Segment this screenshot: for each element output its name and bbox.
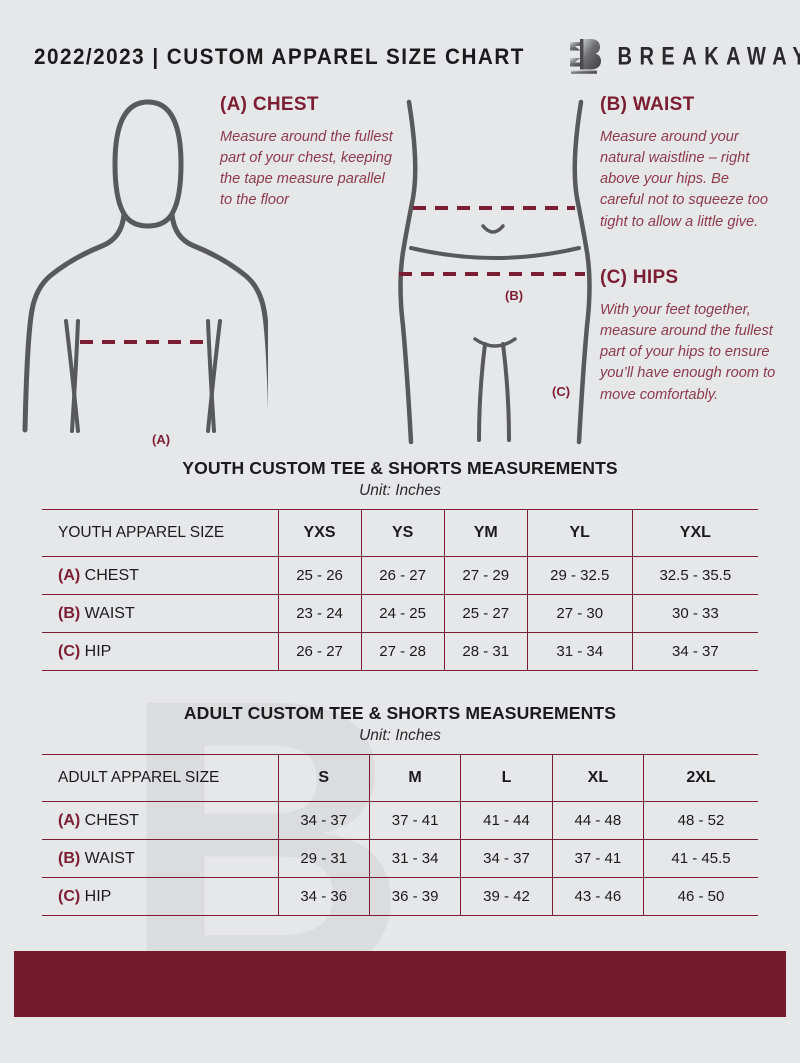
row-tag: (A) <box>58 566 81 584</box>
adult-table-body: ADULT APPAREL SIZE S M L XL 2XL (A) CHEST 34 - … <box>42 754 758 916</box>
waist-info-body: Measure around your natural waistline – … <box>600 129 768 230</box>
youth-cell-chest-yxs: 25 - 26 <box>277 556 362 595</box>
hips-info-block: (C) HIPS With your feet together, measur… <box>600 267 776 406</box>
waist-line-label: (B) <box>505 288 524 303</box>
adult-row-label-hip: (C) HIP <box>42 877 279 916</box>
hips-silhouette-icon <box>398 99 592 445</box>
adult-row-label-waist: (B) WAIST <box>42 839 279 878</box>
table-row: (B) WAIST 29 - 31 31 - 34 34 - 37 37 - 41 41 … <box>42 839 758 878</box>
adult-column-header-2xl: 2XL <box>643 754 758 802</box>
breakaway-b-logo-icon <box>569 39 601 74</box>
youth-column-header-yxl: YXL <box>631 509 758 557</box>
adult-cell-waist-s: 29 - 31 <box>277 839 370 878</box>
hips-info-heading: (C) HIPS <box>600 267 679 288</box>
waist-info-block: (B) WAIST Measure around your natural wa… <box>600 94 776 233</box>
youth-column-header-yxs: YXS <box>277 509 362 557</box>
adult-table-block: ADULT CUSTOM TEE & SHORTS MEASUREMENTS U… <box>0 703 800 916</box>
page-title: 2022/2023 | CUSTOM APPAREL SIZE CHART <box>34 44 525 69</box>
adult-cell-waist-xl: 37 - 41 <box>551 839 645 878</box>
adult-column-header-s: S <box>277 754 370 802</box>
table-row: (C) HIP 26 - 27 27 - 28 28 - 31 31 - 34 34 - … <box>42 632 758 671</box>
row-tag: (C) <box>58 887 81 905</box>
youth-cell-chest-yxl: 32.5 - 35.5 <box>631 556 758 595</box>
adult-cell-hip-m: 36 - 39 <box>368 877 462 916</box>
adult-cell-waist-m: 31 - 34 <box>368 839 462 878</box>
chest-info-body: Measure around the fullest part of your … <box>220 129 393 209</box>
adult-size-table: ADULT APPAREL SIZE S M L XL 2XL (A) CHEST 34 - … <box>42 754 758 916</box>
youth-cell-hip-yl: 31 - 34 <box>526 632 633 671</box>
youth-cell-waist-yl: 27 - 30 <box>526 594 633 633</box>
adult-cell-chest-m: 37 - 41 <box>368 801 462 840</box>
adult-size-header: ADULT APPAREL SIZE <box>42 754 279 802</box>
brand-wordmark: BREAKAWAY <box>617 42 800 71</box>
youth-cell-chest-ym: 27 - 29 <box>443 556 528 595</box>
adult-cell-hip-s: 34 - 36 <box>277 877 370 916</box>
adult-cell-hip-2xl: 46 - 50 <box>643 877 758 916</box>
youth-size-table: YOUTH APPAREL SIZE YXS YS YM YL YXL (A) CHEST 2… <box>42 509 758 671</box>
adult-column-header-m: M <box>368 754 462 802</box>
row-tag: (C) <box>58 642 81 660</box>
page-header: 2022/2023 | CUSTOM APPAREL SIZE CHART BR… <box>0 0 800 78</box>
chest-info-block: (A) CHEST Measure around the fullest par… <box>220 94 400 212</box>
adult-table-unit: Unit: Inches <box>359 727 441 744</box>
youth-table-block: YOUTH CUSTOM TEE & SHORTS MEASUREMENTS U… <box>0 458 800 671</box>
adult-column-header-l: L <box>460 754 553 802</box>
torso-silhouette-icon <box>22 99 268 433</box>
adult-cell-waist-l: 34 - 37 <box>460 839 553 878</box>
youth-table-title: YOUTH CUSTOM TEE & SHORTS MEASUREMENTS <box>182 458 618 478</box>
adult-cell-chest-l: 41 - 44 <box>460 801 553 840</box>
youth-cell-waist-yxs: 23 - 24 <box>277 594 362 633</box>
youth-cell-hip-ys: 27 - 28 <box>360 632 445 671</box>
adult-cell-hip-xl: 43 - 46 <box>551 877 645 916</box>
row-tag: (A) <box>58 811 81 829</box>
measurement-diagrams: (A) (B) (C) <box>0 92 800 452</box>
adult-cell-hip-l: 39 - 42 <box>460 877 553 916</box>
adult-cell-chest-xl: 44 - 48 <box>551 801 645 840</box>
youth-table-body: YOUTH APPAREL SIZE YXS YS YM YL YXL (A) CHEST 2… <box>42 509 758 671</box>
footer-bar <box>14 951 786 1017</box>
table-row: (A) CHEST 25 - 26 26 - 27 27 - 29 29 - 32.5 3… <box>42 556 758 595</box>
youth-cell-hip-yxs: 26 - 27 <box>277 632 362 671</box>
youth-row-label-hip: (C) HIP <box>42 632 279 671</box>
table-row: (C) HIP 34 - 36 36 - 39 39 - 42 43 - 46 46 - … <box>42 877 758 916</box>
youth-column-header-yl: YL <box>526 509 633 557</box>
youth-row-label-waist: (B) WAIST <box>42 594 279 633</box>
waist-info-heading: (B) WAIST <box>600 94 695 115</box>
youth-size-header: YOUTH APPAREL SIZE <box>42 509 279 557</box>
adult-cell-waist-2xl: 41 - 45.5 <box>643 839 758 878</box>
youth-cell-chest-yl: 29 - 32.5 <box>526 556 633 595</box>
adult-column-header-xl: XL <box>551 754 645 802</box>
adult-row-label-chest: (A) CHEST <box>42 801 279 840</box>
youth-cell-waist-yxl: 30 - 33 <box>631 594 758 633</box>
youth-header-row: YOUTH APPAREL SIZE YXS YS YM YL YXL <box>42 509 758 557</box>
chest-line-label: (A) <box>152 432 171 447</box>
row-tag: (B) <box>58 849 81 867</box>
adult-cell-chest-s: 34 - 37 <box>277 801 370 840</box>
youth-column-header-ym: YM <box>443 509 528 557</box>
adult-table-title: ADULT CUSTOM TEE & SHORTS MEASUREMENTS <box>183 703 617 723</box>
table-row: (A) CHEST 34 - 37 37 - 41 41 - 44 44 - 48 48 … <box>42 801 758 840</box>
table-spacer <box>0 671 800 697</box>
youth-column-header-ys: YS <box>360 509 445 557</box>
youth-table-unit: Unit: Inches <box>359 482 441 499</box>
youth-cell-hip-yxl: 34 - 37 <box>631 632 758 671</box>
adult-cell-chest-2xl: 48 - 52 <box>643 801 758 840</box>
youth-cell-waist-ym: 25 - 27 <box>443 594 528 633</box>
hip-line-label: (C) <box>552 384 571 399</box>
adult-header-row: ADULT APPAREL SIZE S M L XL 2XL <box>42 754 758 802</box>
row-tag: (B) <box>58 604 81 622</box>
youth-cell-waist-ys: 24 - 25 <box>360 594 445 633</box>
hips-info-body: With your feet together, measure around … <box>600 302 776 403</box>
size-chart-page: 2022/2023 | CUSTOM APPAREL SIZE CHART BR… <box>0 0 800 916</box>
youth-cell-hip-ym: 28 - 31 <box>443 632 528 671</box>
youth-row-label-chest: (A) CHEST <box>42 556 279 595</box>
table-row: (B) WAIST 23 - 24 24 - 25 25 - 27 27 - 30 30 … <box>42 594 758 633</box>
chest-info-heading: (A) CHEST <box>220 94 319 115</box>
brand-lockup: BREAKAWAY <box>568 36 800 78</box>
youth-cell-chest-ys: 26 - 27 <box>360 556 445 595</box>
